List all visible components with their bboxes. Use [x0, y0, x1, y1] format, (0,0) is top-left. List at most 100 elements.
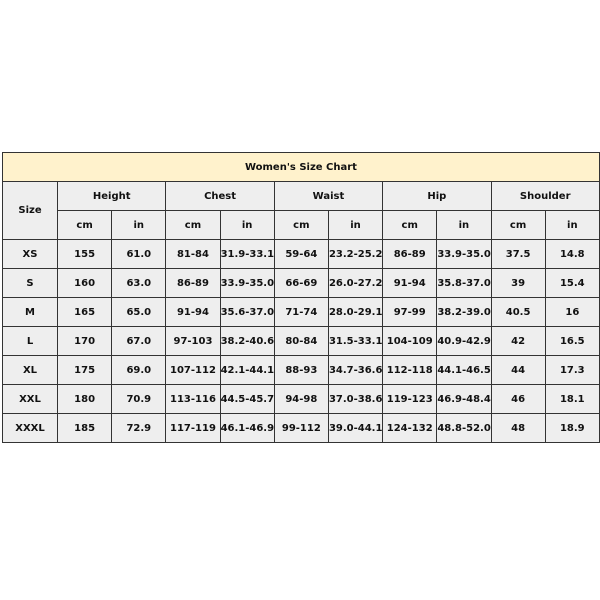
table-cell: 170 [56, 326, 113, 356]
table-cell: 26.0-27.2 [327, 268, 384, 298]
unit-header-in: in [436, 210, 492, 240]
table-cell: 40.5 [490, 297, 546, 327]
group-header-waist: Waist [273, 181, 384, 211]
table-cell: 16 [544, 297, 600, 327]
table-cell: 91-94 [382, 268, 438, 298]
size-label: L [2, 326, 58, 356]
table-cell: 35.8-37.0 [436, 268, 492, 298]
table-cell: 99-112 [273, 413, 329, 443]
group-header-chest: Chest [165, 181, 275, 211]
table-cell: 38.2-39.0 [436, 297, 492, 327]
table-cell: 97-103 [165, 326, 221, 356]
group-header-hip: Hip [382, 181, 492, 211]
group-header-shoulder: Shoulder [490, 181, 600, 211]
table-cell: 48 [490, 413, 546, 443]
size-label: S [2, 268, 58, 298]
unit-header-in: in [219, 210, 275, 240]
table-cell: 42.1-44.1 [219, 355, 275, 385]
table-cell: 80-84 [273, 326, 329, 356]
size-label: M [2, 297, 58, 327]
size-chart-table: Women's Size Chart Size Height Chest Waist… [2, 152, 600, 443]
table-cell: 34.7-36.6 [327, 355, 384, 385]
table-cell: 119-123 [382, 384, 438, 414]
table-cell: 155 [56, 239, 113, 269]
unit-header-cm: cm [56, 210, 113, 240]
table-row: L 170 67.0 97-103 38.2-40.6 80-84 31.5-33.1 104… [2, 326, 600, 356]
table-cell: 44 [490, 355, 546, 385]
table-cell: 117-119 [165, 413, 221, 443]
size-label: XXL [2, 384, 58, 414]
table-cell: 46 [490, 384, 546, 414]
title-row: Women's Size Chart [2, 152, 600, 182]
table-cell: 37.5 [490, 239, 546, 269]
table-cell: 88-93 [273, 355, 329, 385]
table-cell: 185 [56, 413, 113, 443]
unit-header-cm: cm [165, 210, 221, 240]
table-cell: 31.5-33.1 [327, 326, 384, 356]
table-cell: 160 [56, 268, 113, 298]
unit-header-cm: cm [490, 210, 546, 240]
table-row: M 165 65.0 91-94 35.6-37.0 71-74 28.0-29.1 97-9… [2, 297, 600, 327]
table-cell: 86-89 [165, 268, 221, 298]
table-cell: 81-84 [165, 239, 221, 269]
unit-header-cm: cm [273, 210, 329, 240]
table-row: XXXL 185 72.9 117-119 46.1-46.9 99-112 39.0-44… [2, 413, 600, 443]
table-cell: 33.9-35.0 [219, 268, 275, 298]
table-cell: 40.9-42.9 [436, 326, 492, 356]
table-cell: 72.9 [111, 413, 167, 443]
table-cell: 31.9-33.1 [219, 239, 275, 269]
table-cell: 48.8-52.0 [436, 413, 492, 443]
table-cell: 18.1 [544, 384, 600, 414]
table-cell: 112-118 [382, 355, 438, 385]
table-cell: 86-89 [382, 239, 438, 269]
table-cell: 66-69 [273, 268, 329, 298]
table-cell: 61.0 [111, 239, 167, 269]
table-cell: 67.0 [111, 326, 167, 356]
size-label: XS [2, 239, 58, 269]
table-cell: 15.4 [544, 268, 600, 298]
group-header-row: Size Height Chest Waist Hip Shoulder [2, 181, 600, 240]
table-cell: 124-132 [382, 413, 438, 443]
group-header-height: Height [56, 181, 167, 211]
table-cell: 35.6-37.0 [219, 297, 275, 327]
table-cell: 59-64 [273, 239, 329, 269]
table-title: Women's Size Chart [2, 152, 600, 182]
unit-header-cm: cm [382, 210, 438, 240]
table-cell: 175 [56, 355, 113, 385]
table-cell: 16.5 [544, 326, 600, 356]
table-cell: 113-116 [165, 384, 221, 414]
table-cell: 180 [56, 384, 113, 414]
table-cell: 165 [56, 297, 113, 327]
table-cell: 17.3 [544, 355, 600, 385]
unit-header-in: in [327, 210, 384, 240]
table-cell: 104-109 [382, 326, 438, 356]
table-cell: 23.2-25.2 [327, 239, 384, 269]
table-row: XS 155 61.0 81-84 31.9-33.1 59-64 23.2-25.2 86-… [2, 239, 600, 269]
table-row: S 160 63.0 86-89 33.9-35.0 66-69 26.0-27.2 91-9… [2, 268, 600, 298]
table-cell: 71-74 [273, 297, 329, 327]
table-cell: 46.1-46.9 [219, 413, 275, 443]
table-cell: 42 [490, 326, 546, 356]
size-header: Size [2, 181, 58, 240]
table-cell: 28.0-29.1 [327, 297, 384, 327]
table-cell: 94-98 [273, 384, 329, 414]
table-cell: 70.9 [111, 384, 167, 414]
table-cell: 91-94 [165, 297, 221, 327]
size-label: XXXL [2, 413, 58, 443]
table-cell: 107-112 [165, 355, 221, 385]
table-cell: 37.0-38.6 [327, 384, 384, 414]
table-cell: 97-99 [382, 297, 438, 327]
table-cell: 38.2-40.6 [219, 326, 275, 356]
table-row: XL 175 69.0 107-112 42.1-44.1 88-93 34.7-36.6 1… [2, 355, 600, 385]
table-cell: 65.0 [111, 297, 167, 327]
table-cell: 44.1-46.5 [436, 355, 492, 385]
size-label: XL [2, 355, 58, 385]
table-cell: 39 [490, 268, 546, 298]
table-cell: 14.8 [544, 239, 600, 269]
table-cell: 69.0 [111, 355, 167, 385]
table-row: XXL 180 70.9 113-116 44.5-45.7 94-98 37.0-38.6… [2, 384, 600, 414]
unit-header-in: in [111, 210, 167, 240]
table-cell: 39.0-44.1 [327, 413, 384, 443]
table-cell: 18.9 [544, 413, 600, 443]
table-cell: 33.9-35.0 [436, 239, 492, 269]
